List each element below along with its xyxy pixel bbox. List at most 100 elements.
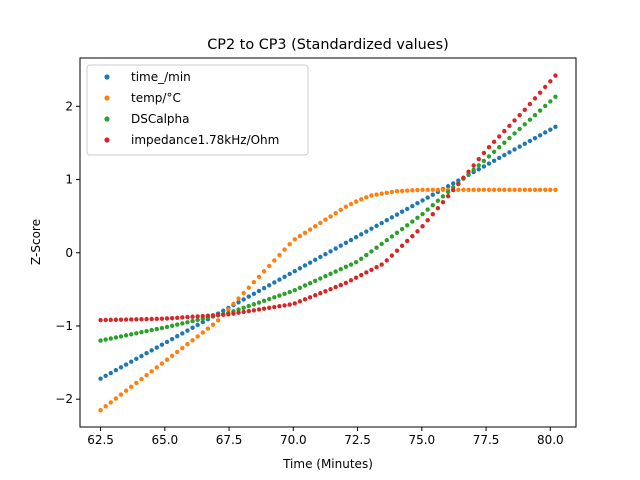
- data-point: [195, 334, 200, 339]
- data-point: [333, 284, 338, 290]
- data-point: [200, 319, 205, 325]
- data-point: [497, 155, 502, 161]
- x-tick-label: 77.5: [473, 433, 500, 447]
- data-point: [103, 373, 108, 379]
- data-point: [282, 247, 287, 252]
- legend-box: [86, 64, 309, 156]
- data-point: [164, 339, 170, 345]
- data-point: [241, 305, 246, 310]
- data-point: [154, 365, 159, 370]
- data-point: [205, 313, 211, 318]
- data-point: [185, 341, 190, 347]
- data-point: [491, 158, 497, 163]
- data-point: [553, 124, 558, 130]
- data-point: [123, 333, 129, 338]
- data-point: [379, 220, 384, 226]
- data-point: [261, 306, 267, 311]
- data-point: [476, 167, 481, 172]
- data-point: [338, 243, 343, 248]
- data-point: [149, 327, 154, 333]
- data-point: [476, 163, 481, 168]
- data-point: [405, 206, 410, 212]
- data-point: [292, 268, 297, 274]
- data-point: [159, 325, 165, 331]
- data-point: [108, 370, 113, 376]
- data-point: [379, 241, 384, 247]
- y-axis-label: Z-Score: [29, 219, 43, 265]
- data-point: [200, 313, 205, 319]
- data-point: [430, 187, 435, 192]
- data-point: [231, 311, 236, 316]
- data-point: [517, 187, 522, 192]
- data-point: [144, 328, 149, 334]
- data-point: [445, 189, 451, 195]
- data-point: [307, 280, 313, 286]
- data-point: [389, 253, 395, 258]
- data-point: [491, 187, 497, 192]
- data-point: [343, 280, 349, 286]
- data-point: [129, 384, 134, 390]
- data-point: [123, 388, 129, 393]
- data-point: [553, 94, 558, 100]
- data-point: [180, 345, 185, 351]
- data-point: [261, 285, 267, 291]
- data-point: [512, 131, 517, 136]
- data-point: [256, 274, 262, 279]
- data-point: [98, 407, 103, 413]
- data-point: [164, 324, 170, 330]
- data-point: [548, 79, 553, 84]
- legend-label: time_/min: [131, 70, 191, 84]
- data-point: [466, 187, 471, 192]
- data-point: [180, 315, 185, 320]
- data-point: [399, 209, 405, 214]
- data-point: [210, 313, 216, 318]
- data-point: [502, 128, 507, 134]
- data-point: [175, 334, 180, 339]
- data-point: [415, 201, 420, 206]
- data-point: [389, 234, 395, 239]
- data-point: [180, 321, 185, 326]
- y-tick-label: 1: [65, 173, 73, 187]
- data-point: [139, 330, 144, 335]
- data-point: [410, 188, 415, 193]
- data-point: [359, 232, 364, 237]
- data-point: [512, 147, 517, 152]
- data-point: [517, 126, 522, 132]
- data-point: [553, 187, 558, 192]
- data-point: [491, 149, 497, 155]
- data-point: [277, 293, 282, 298]
- data-point: [256, 300, 262, 305]
- data-point: [502, 152, 507, 158]
- data-point: [522, 107, 527, 112]
- x-axis: 62.5 65.0 67.5 70.0 72.5 75.0 77.5 80.0: [87, 427, 564, 447]
- data-point: [440, 194, 446, 199]
- data-point: [364, 195, 369, 200]
- data-point: [405, 188, 410, 193]
- data-point: [348, 262, 354, 267]
- data-point: [430, 202, 435, 208]
- data-point: [440, 187, 446, 192]
- data-point: [527, 101, 533, 107]
- data-point: [149, 316, 154, 322]
- data-point: [420, 211, 425, 217]
- data-point: [323, 273, 328, 279]
- data-point: [527, 117, 533, 122]
- data-point: [277, 277, 282, 282]
- data-point: [445, 193, 451, 199]
- data-point: [292, 287, 297, 293]
- data-point: [169, 315, 175, 321]
- data-point: [307, 227, 313, 232]
- legend-label: temp/°C: [131, 91, 181, 105]
- data-point: [543, 84, 548, 90]
- data-point: [522, 187, 527, 192]
- data-point: [118, 317, 124, 322]
- data-point: [415, 215, 420, 221]
- data-point: [113, 396, 119, 401]
- data-point: [435, 205, 441, 211]
- data-point: [359, 197, 364, 202]
- data-point: [435, 187, 441, 192]
- data-point: [537, 133, 543, 138]
- data-point: [338, 207, 343, 213]
- data-point: [190, 338, 195, 343]
- data-point: [251, 280, 257, 285]
